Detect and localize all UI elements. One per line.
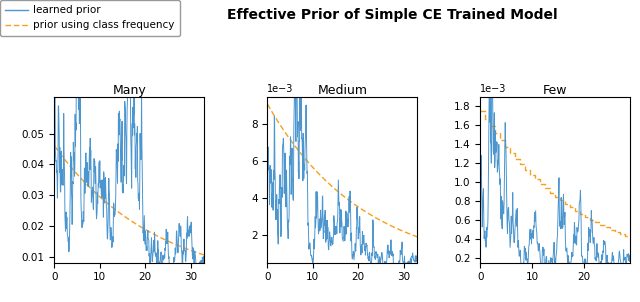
Title: Few: Few xyxy=(543,84,568,97)
Legend: learned prior, prior using class frequency: learned prior, prior using class frequen… xyxy=(0,0,180,36)
Text: Effective Prior of Simple CE Trained Model: Effective Prior of Simple CE Trained Mod… xyxy=(227,8,558,21)
Title: Medium: Medium xyxy=(317,84,367,97)
Title: Many: Many xyxy=(113,84,147,97)
